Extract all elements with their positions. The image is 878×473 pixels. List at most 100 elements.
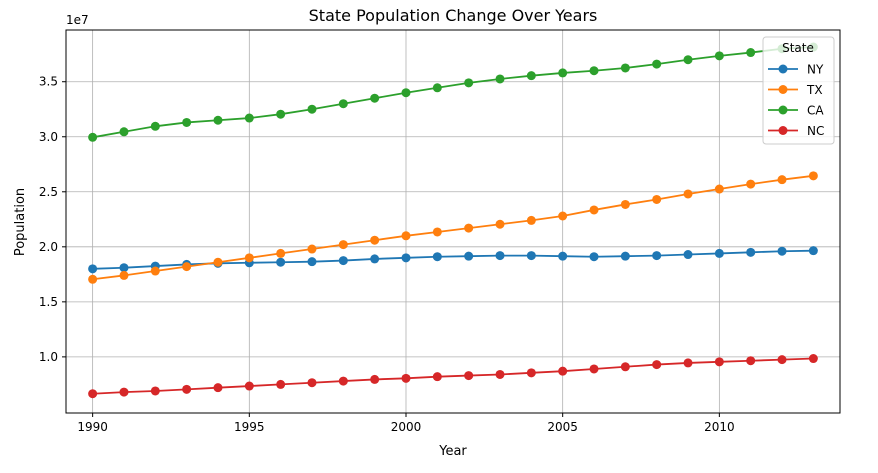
data-point-ca: [652, 59, 662, 69]
data-point-ca: [244, 113, 254, 123]
data-point-ny: [777, 246, 787, 256]
data-point-ca: [495, 74, 505, 84]
series-tx: [88, 171, 818, 284]
data-point-nc: [683, 358, 693, 368]
plot-area-frame: [65, 29, 841, 414]
data-point-ny: [558, 251, 568, 261]
data-point-ca: [526, 71, 536, 81]
x-tick-label: 2000: [391, 420, 422, 434]
data-point-tx: [401, 231, 411, 241]
data-point-tx: [338, 240, 348, 250]
data-point-tx: [495, 219, 505, 229]
data-point-nc: [558, 366, 568, 376]
data-point-ca: [746, 48, 756, 58]
data-point-tx: [276, 248, 286, 258]
grid: [66, 30, 840, 413]
legend-marker-ny: [778, 64, 788, 74]
data-point-ny: [526, 251, 536, 261]
y-tick-label: 2.0: [39, 240, 58, 254]
data-point-ny: [495, 251, 505, 261]
series-line-nc: [92, 357, 814, 395]
data-point-nc: [589, 364, 599, 374]
data-point-ny: [746, 247, 756, 257]
data-point-nc: [244, 381, 254, 391]
data-point-ca: [88, 132, 98, 142]
data-point-ca: [182, 117, 192, 127]
legend-entries: NY TX CA NC: [768, 63, 824, 138]
data-point-ny: [808, 246, 818, 256]
data-point-tx: [746, 179, 756, 189]
data-point-ny: [652, 251, 662, 261]
data-point-ca: [119, 127, 129, 137]
data-point-tx: [714, 184, 724, 194]
data-point-nc: [150, 386, 160, 396]
data-point-ca: [620, 63, 630, 73]
x-tick-label: 1995: [234, 420, 265, 434]
data-point-ca: [338, 99, 348, 109]
data-point-ca: [307, 104, 317, 114]
data-point-nc: [370, 374, 380, 384]
data-point-nc: [464, 371, 474, 381]
y-scale-multiplier: 1e7: [66, 13, 89, 27]
data-point-nc: [495, 369, 505, 379]
data-point-tx: [558, 211, 568, 221]
y-tick-label: 2.5: [39, 185, 58, 199]
data-point-tx: [432, 227, 442, 237]
series-ca: [88, 42, 818, 142]
data-point-nc: [620, 362, 630, 372]
data-point-nc: [276, 379, 286, 389]
data-point-tx: [652, 194, 662, 204]
data-point-nc: [119, 387, 129, 397]
data-point-nc: [182, 384, 192, 394]
y-tick-label: 3.5: [39, 75, 58, 89]
series-ny: [88, 246, 818, 274]
data-point-ny: [401, 253, 411, 263]
series-nc: [88, 354, 818, 399]
data-point-tx: [244, 253, 254, 263]
data-point-ca: [589, 66, 599, 76]
data-point-ca: [370, 93, 380, 103]
data-point-ca: [150, 121, 160, 131]
legend-marker-ca: [778, 105, 788, 115]
data-point-tx: [370, 235, 380, 245]
data-point-nc: [777, 355, 787, 365]
series-line-ca: [92, 46, 814, 139]
data-point-tx: [119, 270, 129, 280]
axis-ticks: 1990 1995 2000 2005 2010 1.0 1.5 2.0 2.5 3.0 3.5: [39, 75, 735, 434]
data-point-ny: [620, 251, 630, 261]
y-axis-label: Population: [13, 188, 28, 256]
series-group: [88, 42, 818, 399]
x-tick-label: 2005: [547, 420, 578, 434]
data-point-tx: [526, 215, 536, 225]
data-point-tx: [464, 223, 474, 233]
data-point-ca: [401, 88, 411, 98]
data-point-tx: [777, 175, 787, 185]
data-point-ny: [307, 257, 317, 267]
data-point-tx: [589, 205, 599, 215]
data-point-nc: [338, 376, 348, 386]
data-point-tx: [88, 274, 98, 284]
y-tick-label: 3.0: [39, 130, 58, 144]
data-point-tx: [150, 266, 160, 276]
series-line-tx: [92, 174, 814, 281]
data-point-tx: [182, 262, 192, 272]
legend-label-nc: NC: [807, 124, 824, 138]
data-point-ny: [683, 250, 693, 260]
legend-marker-nc: [778, 126, 788, 135]
legend-label-ny: NY: [807, 63, 824, 77]
data-point-nc: [432, 372, 442, 382]
data-point-tx: [620, 199, 630, 209]
legend: State NY TX CA NC: [762, 36, 835, 145]
data-point-tx: [307, 244, 317, 254]
legend-marker-tx: [778, 85, 788, 94]
x-axis-label: Year: [438, 444, 467, 459]
legend-label-ca: CA: [807, 104, 824, 118]
data-point-ca: [464, 78, 474, 88]
data-point-tx: [683, 189, 693, 199]
x-tick-label: 1990: [77, 420, 108, 434]
data-point-nc: [401, 373, 411, 383]
legend-title: State: [782, 41, 814, 55]
data-point-nc: [808, 354, 818, 364]
data-point-ny: [276, 257, 286, 267]
